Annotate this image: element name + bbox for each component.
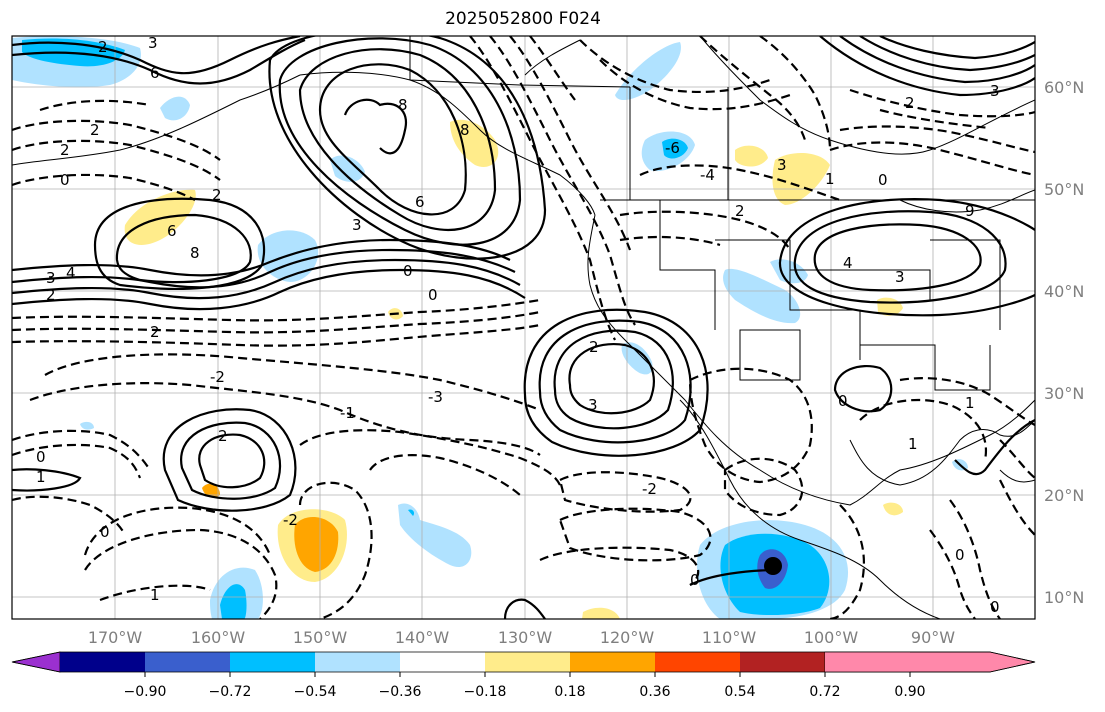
contour-label: 6 <box>415 193 425 211</box>
longitude-label: 160°W <box>191 628 246 647</box>
contour-label: 0 <box>403 262 413 280</box>
colorbar-ticks <box>144 672 911 677</box>
contour-label: 2 <box>98 38 108 56</box>
contour-label: 8 <box>398 96 408 114</box>
contour-label: 1 <box>825 170 835 188</box>
colorbar-swatch <box>60 652 145 672</box>
contour-label: 9 <box>965 202 975 220</box>
contour-label: 0 <box>990 598 1000 616</box>
map-title: 2025052800 F024 <box>445 9 601 29</box>
colorbar-extend-min <box>11 651 61 673</box>
contour-label: 8 <box>460 121 470 139</box>
latitude-label: 50°N <box>1044 180 1084 199</box>
contour-label: 0 <box>428 286 438 304</box>
longitude-axis: 170°W 160°W 150°W 140°W 130°W 120°W 110°… <box>88 628 955 647</box>
contour-label: 0 <box>955 546 965 564</box>
longitude-label: 90°W <box>911 628 955 647</box>
colorbar-label: 0.90 <box>894 684 925 700</box>
longitude-label: 120°W <box>600 628 655 647</box>
contour-label: 3 <box>352 216 362 234</box>
colorbar-swatch <box>485 652 570 672</box>
longitude-label: 110°W <box>702 628 757 647</box>
contour-label: 0 <box>838 392 848 410</box>
contour-label-group: 2 3 6 8 2 2 0 8 -6 -4 2 3 8 6 3 2 6 4 3 … <box>36 34 1000 616</box>
contour-label: -6 <box>665 139 680 157</box>
longitude-label: 100°W <box>804 628 859 647</box>
contour-label: 2 <box>905 94 915 112</box>
contour-label: 2 <box>589 338 599 356</box>
contour-label: 4 <box>66 264 76 282</box>
latitude-label: 20°N <box>1044 486 1084 505</box>
colorbar-swatch <box>825 652 910 672</box>
contour-label: 3 <box>777 156 787 174</box>
contour-label: 1 <box>36 468 46 486</box>
colorbar-label: 0.72 <box>809 684 840 700</box>
longitude-label: 140°W <box>395 628 450 647</box>
colorbar: −0.90 −0.72 −0.54 −0.36 −0.18 0.18 0.36 … <box>11 651 1036 700</box>
contour-label: 6 <box>167 222 177 240</box>
contour-label: 0 <box>100 523 110 541</box>
contour-label: 2 <box>212 186 222 204</box>
contour-label: 0 <box>690 571 700 589</box>
colorbar-label: 0.54 <box>724 684 755 700</box>
colorbar-label: −0.72 <box>209 684 252 700</box>
shaded-fields <box>12 36 968 619</box>
contour-label: 0 <box>36 448 46 466</box>
contour-label: 3 <box>990 82 1000 100</box>
colorbar-label: −0.54 <box>294 684 337 700</box>
contour-label: 1 <box>150 586 160 604</box>
longitude-label: 170°W <box>88 628 143 647</box>
longitude-label: 150°W <box>293 628 348 647</box>
contour-label: 8 <box>190 244 200 262</box>
map-frame <box>11 35 1036 620</box>
colorbar-label: −0.90 <box>124 684 167 700</box>
contour-lines <box>12 36 1035 619</box>
contour-label: -4 <box>700 166 715 184</box>
colorbar-label: 0.18 <box>554 684 585 700</box>
colorbar-swatch <box>570 652 655 672</box>
contour-label: -1 <box>340 404 355 422</box>
contour-label: 2 <box>218 427 228 445</box>
contour-label: 3 <box>46 269 56 287</box>
contour-label: 2 <box>90 121 100 139</box>
contour-label: 4 <box>843 254 853 272</box>
colorbar-swatch <box>145 652 230 672</box>
colorbar-swatch <box>740 652 825 672</box>
contour-label: 0 <box>878 171 888 189</box>
colorbar-swatch <box>230 652 315 672</box>
contour-label: 3 <box>588 396 598 414</box>
contour-label: 1 <box>908 435 918 453</box>
colorbar-label: −0.36 <box>379 684 422 700</box>
coastlines <box>12 36 1035 619</box>
latitude-label: 10°N <box>1044 588 1084 607</box>
contour-label: 2 <box>46 286 56 304</box>
contour-label: 3 <box>148 34 158 52</box>
contour-label: -3 <box>428 388 443 406</box>
contour-label: -2 <box>210 368 225 386</box>
colorbar-label: 0.36 <box>639 684 670 700</box>
contour-label: 2 <box>60 141 70 159</box>
contour-label: 6 <box>150 64 160 82</box>
latitude-axis: 60°N 50°N 40°N 30°N 20°N 10°N <box>1044 78 1084 607</box>
colorbar-label: −0.18 <box>464 684 507 700</box>
contour-label: -2 <box>642 480 657 498</box>
colorbar-swatch <box>655 652 740 672</box>
colorbar-swatch <box>315 652 400 672</box>
contour-label: 2 <box>735 202 745 220</box>
longitude-label: 130°W <box>498 628 553 647</box>
contour-label: 2 <box>150 323 160 341</box>
latitude-label: 60°N <box>1044 78 1084 97</box>
contour-label: 0 <box>60 171 70 189</box>
contour-label: 3 <box>895 268 905 286</box>
latitude-label: 30°N <box>1044 384 1084 403</box>
contour-label: 1 <box>965 394 975 412</box>
colorbar-swatch <box>400 652 485 672</box>
latitude-label: 40°N <box>1044 282 1084 301</box>
contour-label: -2 <box>283 511 298 529</box>
